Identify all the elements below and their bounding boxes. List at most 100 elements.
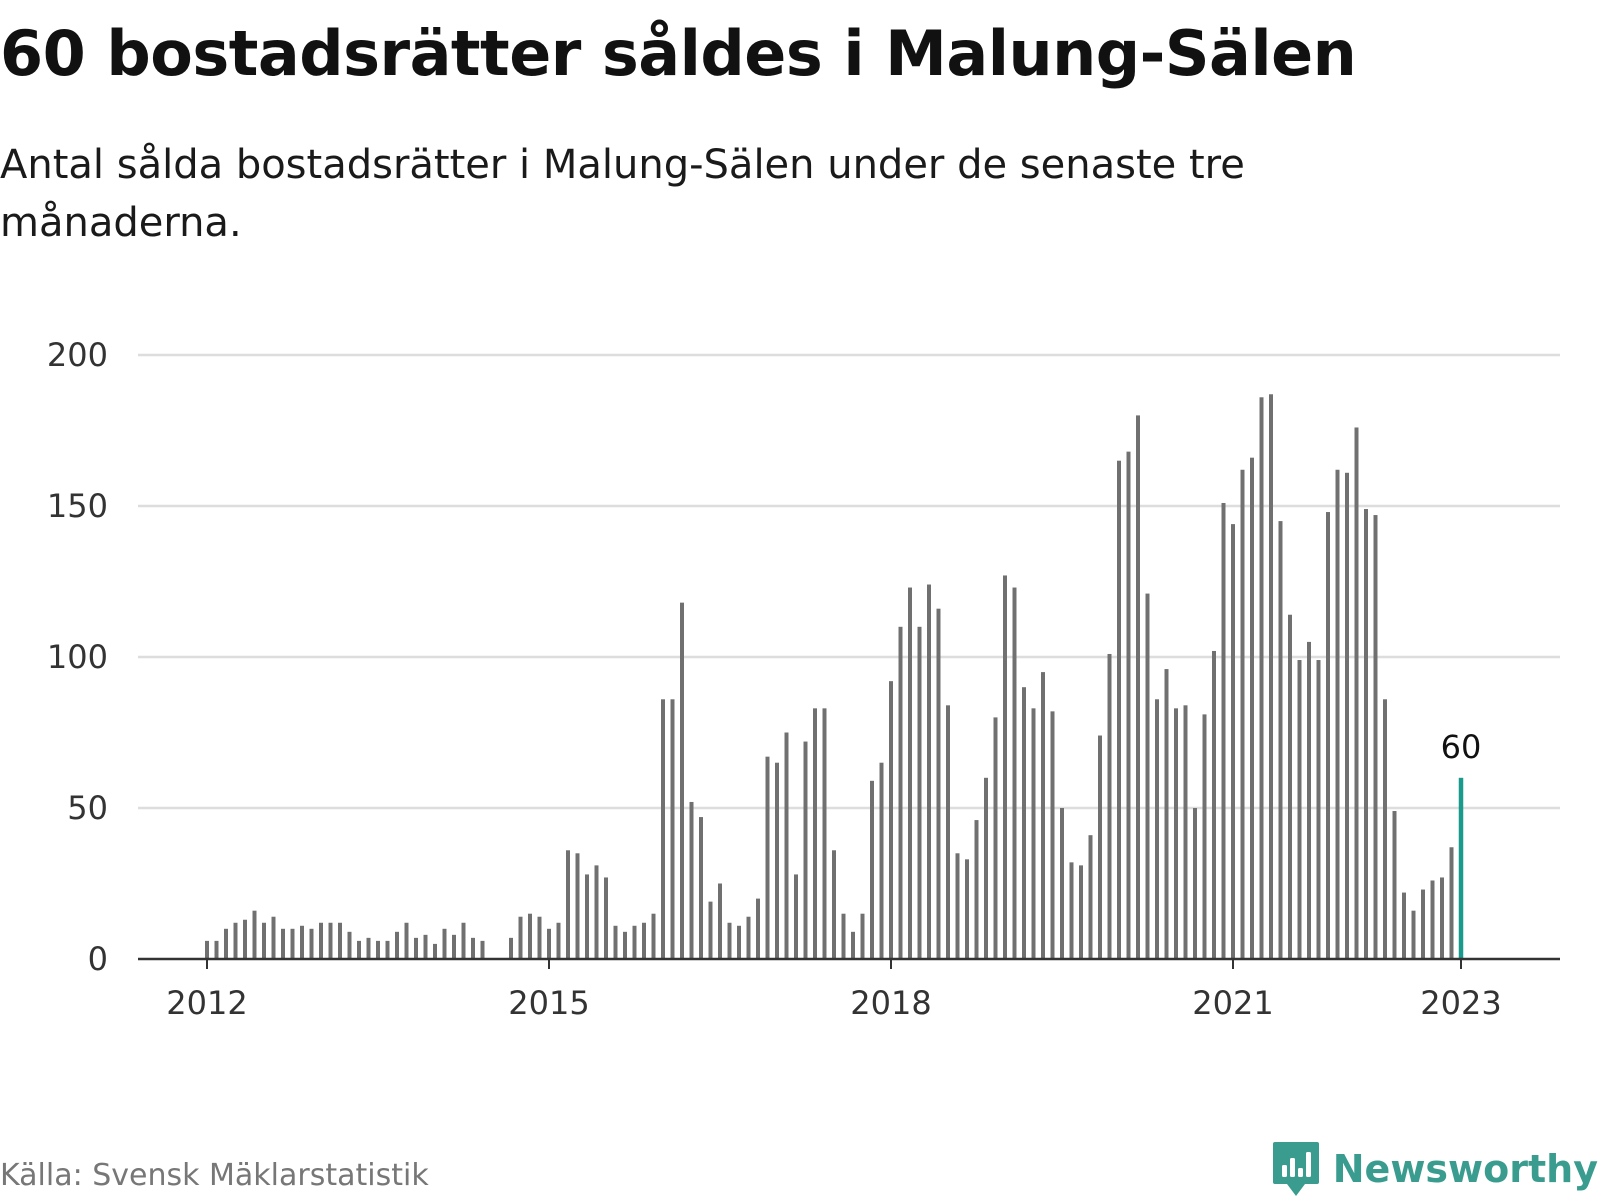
bar: [262, 922, 266, 959]
bar: [832, 850, 836, 959]
bar: [879, 762, 884, 959]
last-value-label: 60: [1441, 728, 1482, 766]
bar: [1307, 641, 1311, 959]
bar: [423, 934, 428, 959]
x-tick-label: 2023: [1420, 984, 1501, 1022]
bar: [300, 925, 304, 959]
bar: [870, 780, 874, 959]
bar: [727, 922, 732, 959]
bar: [1354, 427, 1359, 960]
bar: [338, 922, 342, 959]
bar: [936, 608, 941, 959]
bar: [1383, 699, 1387, 959]
bar: [775, 762, 779, 959]
bar: [1041, 672, 1045, 959]
bar: [1288, 614, 1292, 959]
x-tick-label: 2012: [166, 984, 247, 1022]
bar: [604, 877, 608, 959]
chart-title: 60 bostadsrätter såldes i Malung-Sälen: [0, 17, 1357, 90]
bar: [1411, 910, 1416, 959]
bar: [1107, 653, 1112, 959]
bar: [594, 865, 599, 959]
bar: [1012, 587, 1017, 959]
bar: [1316, 660, 1321, 959]
bar: [271, 916, 276, 959]
bar: [670, 699, 675, 959]
bar: [309, 928, 314, 959]
bar: [946, 705, 950, 959]
bar: [955, 853, 960, 959]
bar: [1345, 472, 1349, 959]
newsworthy-logo-icon: [1272, 1142, 1319, 1196]
bar: [661, 699, 665, 959]
bar: [680, 602, 684, 959]
bar: [822, 708, 827, 959]
brand-name: Newsworthy: [1332, 1147, 1598, 1191]
bar: [1212, 650, 1216, 959]
bar: [1335, 469, 1340, 959]
bar: [1392, 811, 1397, 959]
annotations: 60: [1441, 728, 1482, 766]
bar: [651, 913, 656, 959]
bar-chart: 0 50 100 150 200 2012 2015 2018 2021 2023 60: [47, 336, 1560, 1022]
bar: [205, 940, 209, 959]
bar: [1326, 512, 1330, 959]
bar: [328, 922, 333, 959]
gridlines: [138, 353, 1560, 810]
bar: [813, 708, 817, 959]
bar: [233, 922, 238, 959]
bar: [1430, 880, 1435, 959]
bar: [851, 931, 855, 959]
bar: [784, 732, 789, 959]
bar: [566, 850, 570, 959]
bar: [243, 919, 247, 959]
bar: [889, 681, 893, 959]
bar: [1174, 708, 1178, 959]
bar: [746, 916, 751, 959]
bar: [642, 922, 646, 959]
bar: [1164, 669, 1169, 959]
bar: [1031, 708, 1036, 959]
bar: [385, 940, 390, 959]
bar: [1269, 394, 1273, 959]
bar: [708, 901, 713, 959]
bar: [1155, 699, 1159, 959]
bar: [461, 922, 466, 959]
y-axis-labels: 0 50 100 150 200: [47, 336, 108, 978]
bar: [699, 817, 703, 959]
bar: [1088, 835, 1093, 959]
bar: [613, 925, 618, 959]
bar: [1402, 892, 1406, 959]
bar: [556, 922, 561, 959]
bar: [518, 916, 523, 959]
bar: [1202, 714, 1207, 959]
bar: [433, 943, 437, 959]
bar: [1231, 524, 1235, 959]
y-tick-label: 200: [47, 336, 108, 374]
bar: [1458, 777, 1464, 959]
bar: [376, 940, 380, 959]
bar: [414, 937, 418, 959]
y-tick-label: 0: [88, 940, 108, 978]
bar: [1259, 397, 1264, 959]
bar: [1126, 451, 1131, 959]
bar: [765, 756, 770, 959]
bar: [452, 934, 456, 959]
bar: [623, 931, 627, 959]
x-tick-label: 2021: [1192, 984, 1273, 1022]
bar: [803, 741, 808, 959]
bar: [1364, 509, 1368, 959]
bar: [1183, 705, 1188, 959]
bar: [1050, 711, 1055, 959]
y-tick-label: 50: [67, 789, 108, 827]
bar: [1250, 457, 1254, 959]
bar: [1136, 415, 1140, 959]
bar: [319, 922, 323, 959]
bar: [442, 928, 447, 959]
bar: [585, 874, 589, 959]
source-note: Källa: Svensk Mäklarstatistik: [0, 1158, 429, 1193]
bar: [1193, 808, 1197, 959]
bar: [689, 801, 694, 959]
chart-subtitle: Antal sålda bostadsrätter i Malung-Sälen…: [0, 142, 1245, 246]
bar: [575, 853, 580, 959]
